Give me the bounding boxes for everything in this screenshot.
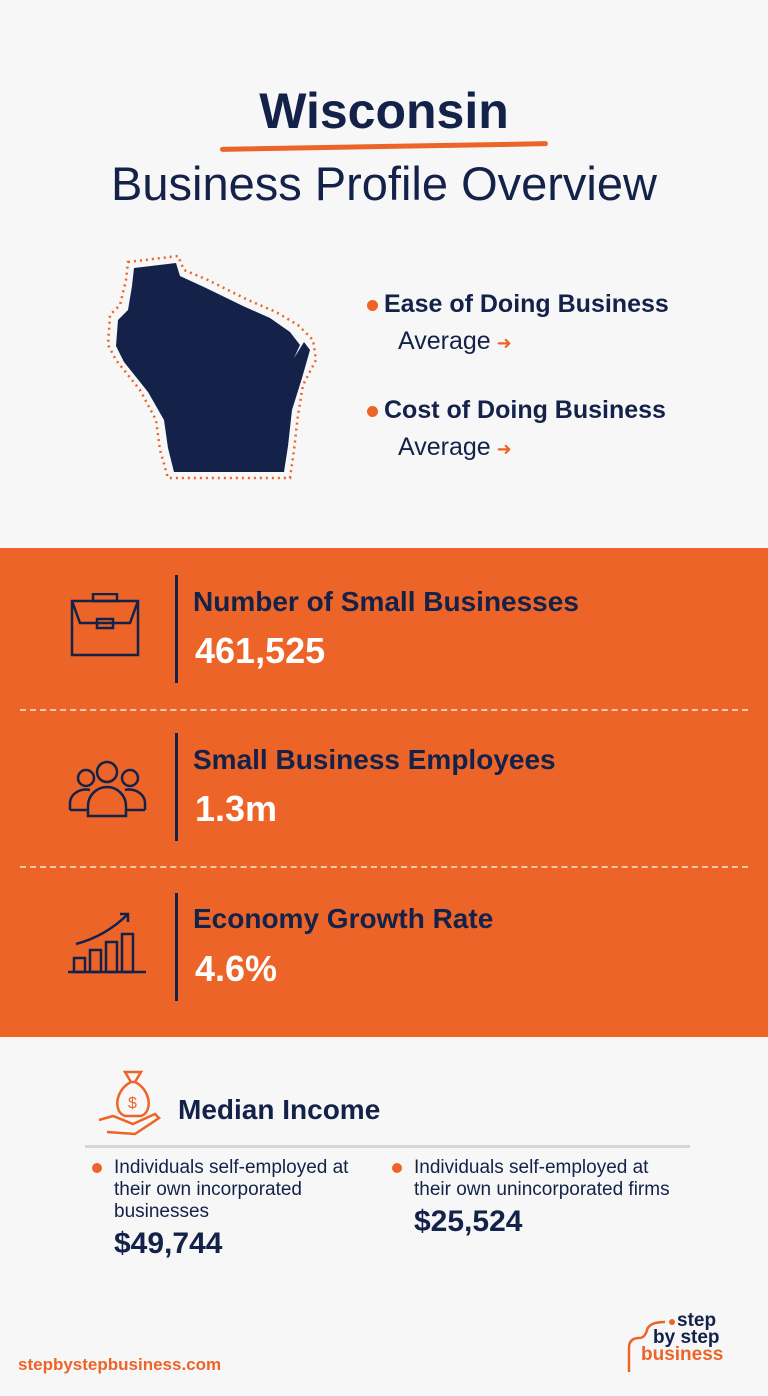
stat-label: Number of Small Businesses [193, 586, 579, 617]
income-label: Individuals self-employed at their own u… [414, 1157, 670, 1200]
stats-band: Number of Small Businesses 461,525 Small… [0, 548, 768, 1037]
dashed-divider [20, 709, 748, 711]
arrow-right-icon: ➜ [496, 333, 512, 353]
money-bag-hand-icon: $ [98, 1070, 161, 1136]
bullet-icon [367, 405, 378, 417]
title-underline [219, 141, 549, 152]
rating-ease: Ease of Doing Business Average ➜ [367, 290, 669, 356]
page-title: Wisconsin [259, 83, 509, 139]
median-income-title: Median Income [178, 1094, 381, 1125]
income-value: $25,524 [414, 1205, 523, 1238]
logo-text: step [677, 1310, 717, 1331]
briefcase-icon [70, 593, 140, 657]
divider-line [175, 733, 178, 841]
stat-value: 1.3m [195, 788, 278, 829]
stat-label: Small Business Employees [193, 744, 556, 775]
people-icon [68, 760, 147, 818]
growth-chart-icon [68, 912, 146, 974]
page-subtitle: Business Profile Overview [111, 157, 657, 210]
rating-cost: Cost of Doing Business Average ➜ [367, 396, 666, 462]
income-value: $49,744 [114, 1227, 223, 1260]
svg-text:$: $ [128, 1095, 137, 1112]
stat-value: 461,525 [195, 630, 326, 671]
footer-url[interactable]: stepbystepbusiness.com [18, 1355, 222, 1374]
logo-text: business [641, 1344, 724, 1365]
income-label: Individuals self-employed at their own i… [114, 1157, 349, 1222]
divider-line [175, 893, 178, 1001]
rating-label: Ease of Doing Business [384, 290, 669, 318]
stat-value: 4.6% [195, 948, 278, 989]
bullet-icon [367, 299, 378, 311]
stat-label: Economy Growth Rate [193, 903, 494, 934]
logo-text: by step [653, 1327, 720, 1348]
dashed-divider [20, 866, 748, 868]
income-unincorporated: Individuals self-employed at their own u… [392, 1157, 682, 1238]
arrow-right-icon: ➜ [496, 439, 512, 459]
rating-value: Average [398, 433, 491, 461]
divider-line [175, 575, 178, 683]
wisconsin-map [106, 254, 318, 480]
income-incorporated: Individuals self-employed at their own i… [92, 1157, 382, 1260]
section-divider [85, 1145, 690, 1148]
logo: step by step business [625, 1311, 745, 1376]
bullet-icon [92, 1163, 102, 1173]
bullet-icon [392, 1163, 402, 1173]
rating-value: Average [398, 327, 491, 355]
rating-label: Cost of Doing Business [384, 396, 666, 424]
